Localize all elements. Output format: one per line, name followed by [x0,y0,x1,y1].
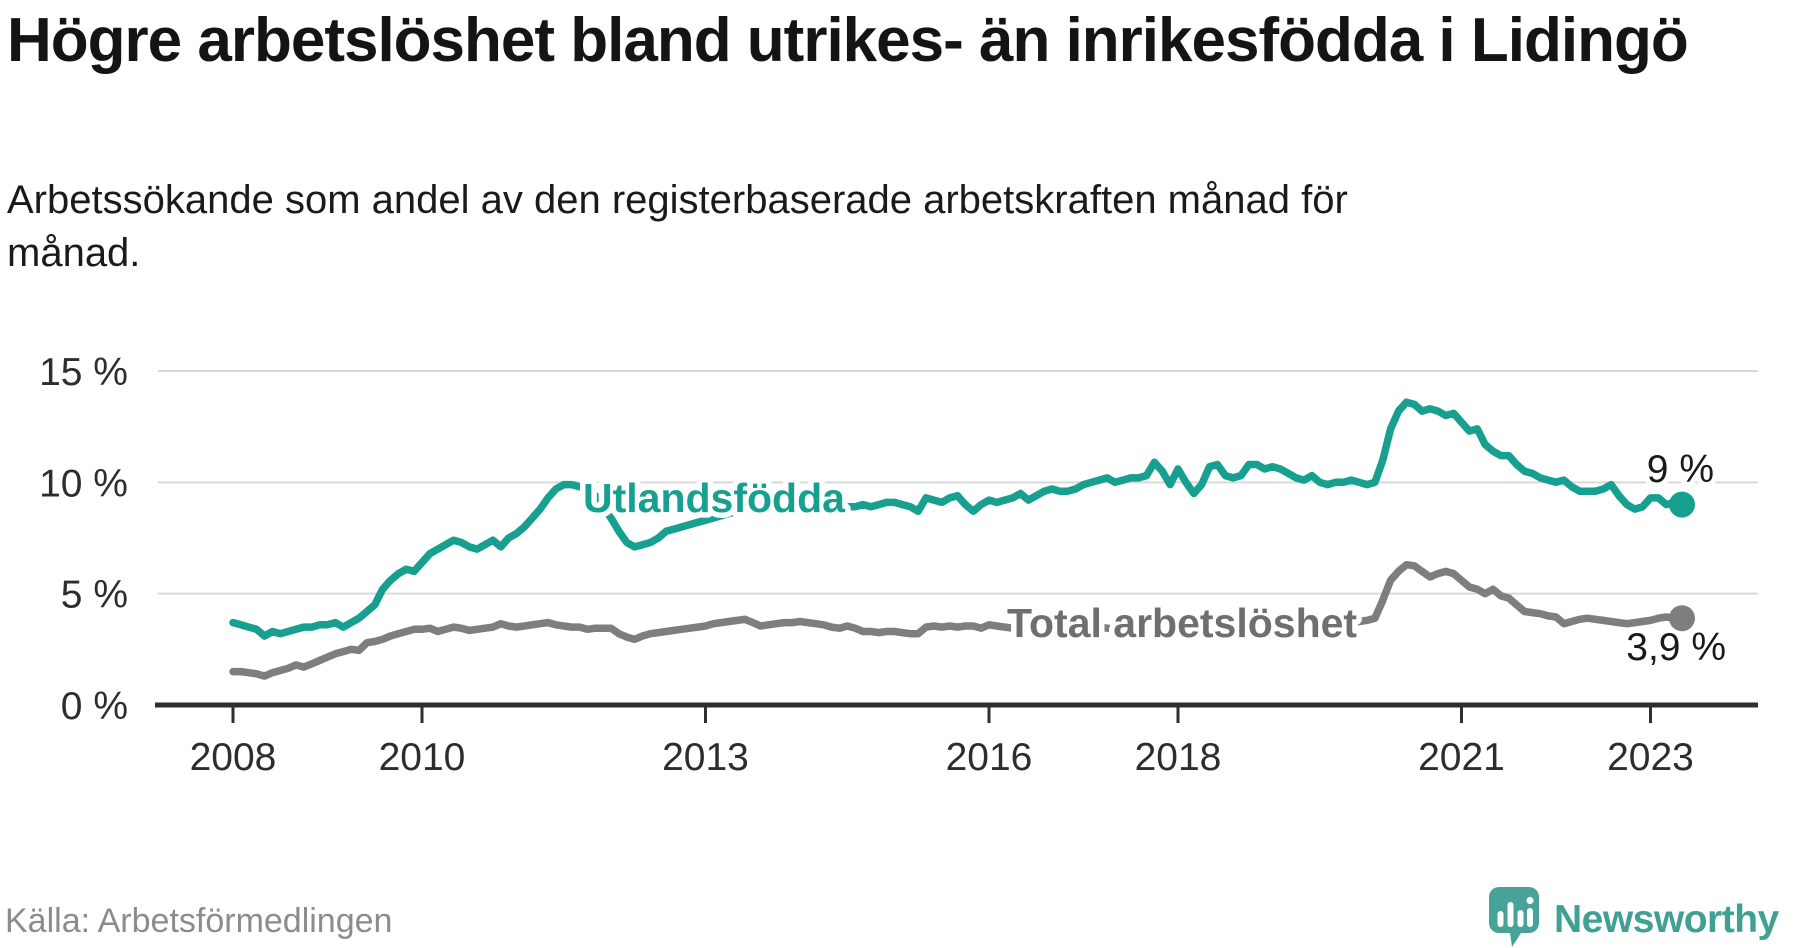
y-axis-label-0: 0 % [61,685,128,728]
endpoint-dot-layer [1669,491,1695,632]
series-layer [229,398,1686,680]
chart-subtitle: Arbetssökande som andel av den registerb… [7,178,1348,276]
y-axis-label-5: 5 % [61,574,128,617]
end-value-label-utlandsfodda: 9 % [1647,448,1714,491]
axis-layer: 0 % 5 % 10 % 15 % 2008 2010 2013 2016 2018 2021 20… [39,351,1758,779]
end-value-label-total: 3,9 % [1626,626,1726,669]
x-axis-label-2016: 2016 [946,736,1033,779]
x-axis-label-2023: 2023 [1607,736,1694,779]
series-line-total [229,560,1686,680]
endpoint-dot-utlandsfodda [1669,491,1695,518]
logo-bubble-shape [1489,887,1539,947]
x-axis-label-2008: 2008 [190,736,277,779]
logo-bar-chart-glyph [1497,896,1534,927]
source-attribution: Källa: Arbetsförmedlingen [5,902,393,940]
series-label-utlandsfodda: Utlandsfödda [583,475,846,521]
grid-layer [158,369,1758,595]
endpoint-dot-total [1669,605,1695,632]
x-axis-label-2013: 2013 [662,736,749,779]
label-layer: Utlandsfödda Total arbetslöshet 9 % 3,9 … [578,443,1732,674]
x-axis-label-2010: 2010 [379,736,466,779]
y-axis-label-15: 15 % [39,351,128,394]
brand-wordmark: Newsworthy [1554,898,1779,941]
newsworthy-logo-icon [1489,887,1539,947]
x-axis-label-2021: 2021 [1418,736,1505,779]
series-label-total-arbetsloshet: Total arbetslöshet [1007,600,1357,646]
y-axis-label-10: 10 % [39,462,128,505]
series-line-utlandsfodda [229,398,1686,640]
page-title: Högre arbetslöshet bland utrikes- än inr… [7,6,1689,75]
x-axis-label-2018: 2018 [1135,736,1222,779]
